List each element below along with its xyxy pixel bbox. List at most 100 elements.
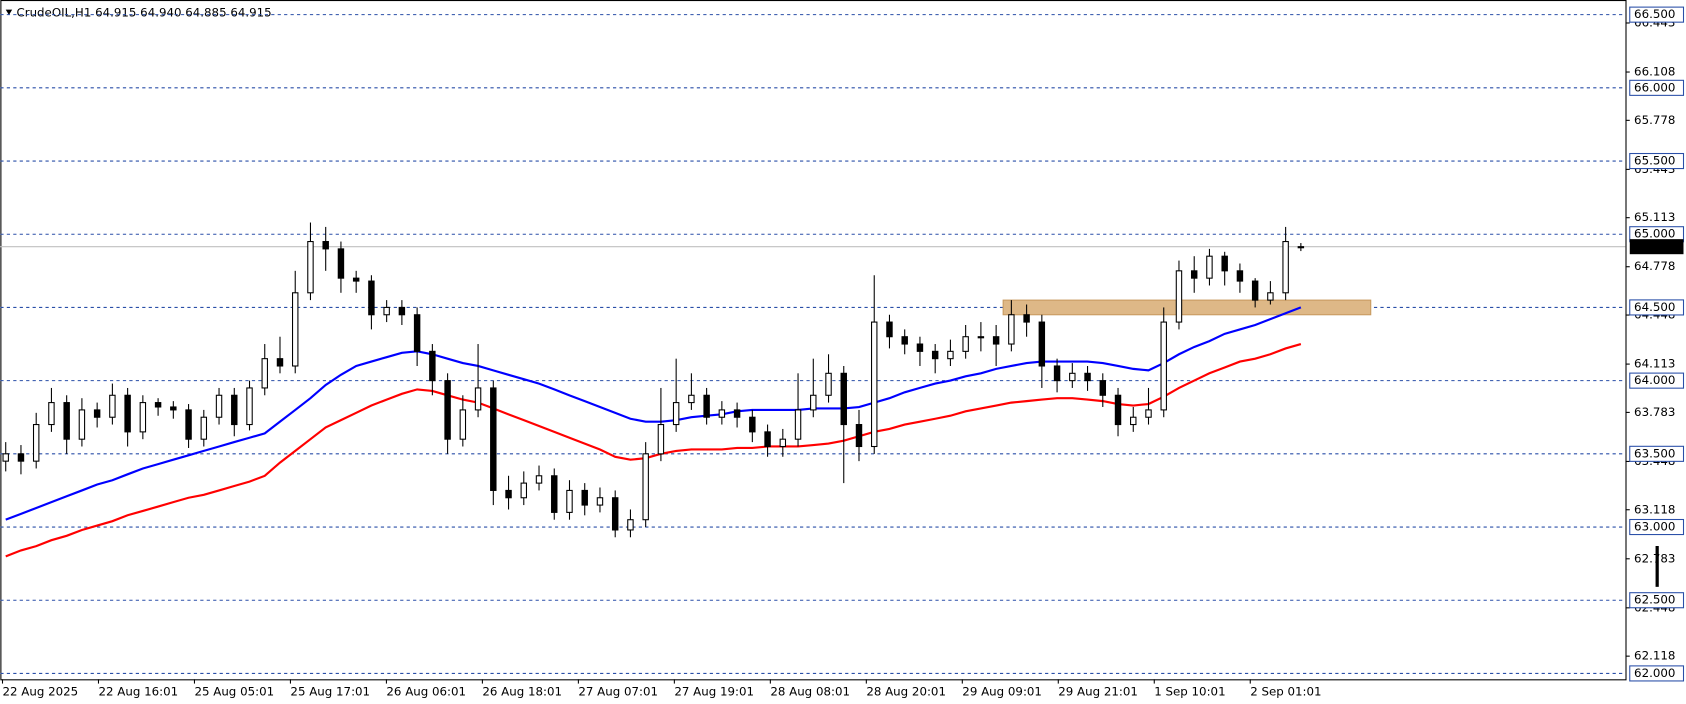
level-label-box — [1629, 299, 1685, 316]
candle-body — [292, 292, 299, 367]
candle-body — [413, 314, 421, 352]
x-tick-label: 25 Aug 05:01 — [194, 685, 274, 699]
candle-body — [398, 306, 406, 316]
x-tick-label: 28 Aug 08:01 — [770, 685, 850, 699]
level-label: 63.000 — [1634, 520, 1675, 534]
candle-body — [1236, 270, 1244, 282]
candle-body — [916, 343, 924, 352]
candle-body — [78, 409, 86, 440]
candle-body — [63, 402, 70, 440]
candle-body — [840, 372, 847, 426]
y-tick-label: 62.783 — [1634, 551, 1675, 565]
x-tick-label: 1 Sep 10:01 — [1154, 685, 1225, 699]
candle-body — [1175, 270, 1183, 323]
candle-body — [977, 336, 985, 339]
candle-body — [154, 402, 162, 408]
candle-body — [1084, 372, 1091, 382]
x-tick-label: 26 Aug 18:01 — [482, 685, 562, 699]
candle-body — [596, 497, 604, 506]
candle-body — [459, 409, 467, 440]
candle-body — [733, 409, 741, 418]
level-label: 66.000 — [1634, 80, 1675, 94]
candle-body — [139, 402, 147, 433]
candle-body — [764, 431, 771, 448]
candle-body — [2, 453, 9, 462]
x-tick-label: 27 Aug 19:01 — [674, 685, 754, 699]
candle-body — [1008, 314, 1015, 345]
candle-body — [749, 416, 756, 433]
x-tick-label: 28 Aug 20:01 — [866, 685, 946, 699]
level-label: 62.500 — [1634, 593, 1675, 607]
candle-body — [1221, 255, 1228, 272]
candle-body — [337, 248, 345, 279]
candle-body — [231, 394, 238, 426]
candle-body — [1251, 280, 1259, 301]
candle-body — [124, 394, 131, 433]
plot-frame — [0, 0, 1627, 681]
y-tick-label: 65.778 — [1634, 113, 1675, 127]
x-tick-label: 29 Aug 09:01 — [962, 685, 1042, 699]
candle-body — [368, 280, 375, 316]
candle-body — [185, 409, 192, 440]
level-label: 64.500 — [1634, 300, 1675, 314]
level-label: 63.500 — [1634, 446, 1675, 460]
x-tick-label: 2 Sep 01:01 — [1250, 685, 1321, 699]
level-label-box — [1629, 592, 1685, 609]
candle-body — [779, 438, 787, 448]
candle-body — [93, 409, 101, 418]
x-tick-label: 26 Aug 06:01 — [386, 685, 466, 699]
candle-body — [901, 336, 908, 345]
candle-body — [566, 489, 573, 513]
y-tick-label: 64.113 — [1634, 357, 1675, 371]
candle-body — [657, 424, 665, 455]
x-tick-label: 22 Aug 16:01 — [98, 685, 178, 699]
level-label-box — [1629, 6, 1685, 23]
candle-body — [947, 350, 954, 360]
chart-title: CrudeOIL,H1 64.915 64.940 64.885 64.915 — [16, 5, 271, 19]
level-label-box — [1629, 372, 1685, 389]
candle-body — [307, 241, 314, 294]
y-tick-label: 66.108 — [1634, 65, 1675, 79]
candle-body — [1023, 314, 1030, 323]
candle-body — [1160, 321, 1167, 411]
candle-body — [474, 387, 482, 411]
candle-body — [825, 372, 832, 396]
candle-body — [611, 497, 619, 531]
candle-body — [444, 380, 451, 440]
last-price-label: 64.915 — [1634, 239, 1675, 253]
y-tick-label: 63.783 — [1634, 405, 1675, 419]
candle-body — [642, 453, 649, 521]
candle-body — [505, 489, 512, 499]
candle-body — [871, 321, 878, 448]
x-tick-label: 27 Aug 07:01 — [578, 685, 658, 699]
candle-body — [672, 402, 680, 426]
level-label: 65.500 — [1634, 154, 1675, 168]
candle-body — [490, 387, 497, 491]
candle-body — [215, 394, 223, 418]
candle-body — [1114, 394, 1122, 426]
candle-body — [1267, 292, 1274, 301]
x-tick-label: 25 Aug 17:01 — [290, 685, 370, 699]
candle-body — [1190, 270, 1198, 279]
candle-body — [383, 306, 390, 316]
zone — [1002, 299, 1372, 316]
candle-body — [1282, 241, 1289, 294]
level-label-box — [1629, 79, 1685, 96]
candle-body — [276, 358, 284, 367]
candle-body — [962, 336, 969, 352]
candle-body — [931, 350, 939, 360]
candle-body — [48, 402, 55, 426]
level-label: 64.000 — [1634, 373, 1675, 387]
menu-triangle[interactable] — [5, 9, 13, 16]
y-tick-label: 65.113 — [1634, 210, 1675, 224]
x-tick-label: 29 Aug 21:01 — [1058, 685, 1138, 699]
candle-body — [429, 350, 436, 382]
level-label-box — [1629, 152, 1685, 170]
candle-body — [1069, 372, 1076, 382]
candle-body — [1145, 409, 1152, 418]
candle-body — [1206, 255, 1213, 279]
moving-average — [5, 343, 1302, 558]
candle-body — [17, 453, 25, 462]
candle-body — [810, 394, 817, 411]
level-label: 65.000 — [1634, 227, 1675, 241]
